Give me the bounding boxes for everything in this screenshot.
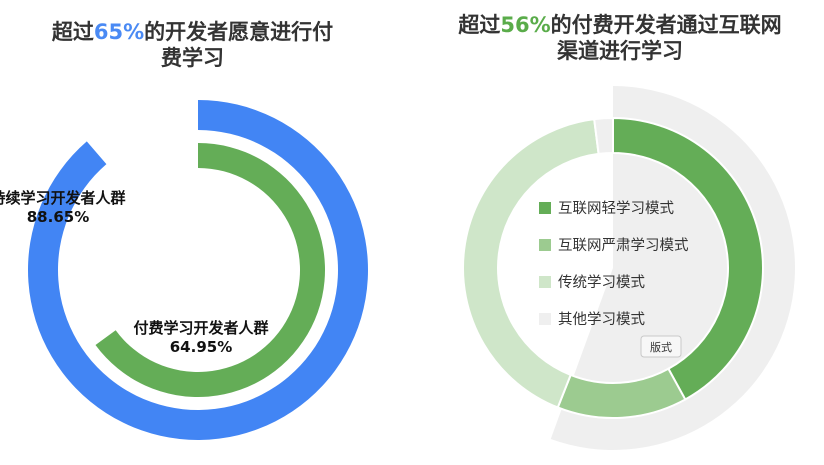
right-title-line2: 渠道进行学习	[557, 39, 683, 63]
ring-segment	[95, 143, 325, 397]
left-chart-title: 超过65%的开发者愿意进行付 费学习	[20, 19, 365, 71]
ring-value-label: 64.95%	[170, 338, 232, 356]
donut-slice	[612, 116, 764, 401]
legend-label: 互联网轻学习模式	[558, 200, 674, 217]
layout-tag[interactable]: 版式	[640, 335, 682, 358]
legend-swatch	[539, 239, 551, 251]
right-title-suffix: 的付费开发者通过互联网	[550, 13, 782, 37]
ring-series-label: 持续学习开发者人群	[0, 189, 126, 207]
layout-tag-label[interactable]: 版式	[650, 340, 672, 354]
legend-swatch	[539, 276, 551, 288]
left-title-prefix: 超过	[51, 20, 94, 44]
donut-slice	[462, 118, 600, 409]
left-title-highlight: 65%	[93, 20, 145, 44]
layout-tag-box[interactable]	[640, 335, 682, 358]
right-title-highlight: 56%	[500, 13, 551, 37]
donut-slice	[593, 116, 614, 156]
legend-label: 其他学习模式	[558, 311, 645, 328]
legend-label: 互联网严肃学习模式	[558, 237, 689, 254]
ring-series-label: 付费学习开发者人群	[133, 319, 268, 337]
legend-swatch	[539, 202, 551, 214]
right-chart-shadow	[550, 86, 795, 450]
ring-value-label: 88.65%	[27, 208, 89, 226]
right-donut-chart	[462, 116, 764, 419]
legend-label: 传统学习模式	[558, 274, 645, 291]
left-title-suffix: 的开发者愿意进行付	[144, 20, 334, 44]
right-title-prefix: 超过	[458, 13, 501, 37]
legend-swatch	[539, 313, 551, 325]
hover-shadow-sector	[550, 86, 795, 450]
right-chart-title: 超过56%的付费开发者通过互联网 渠道进行学习	[440, 12, 800, 64]
left-title-line2: 费学习	[161, 46, 224, 70]
